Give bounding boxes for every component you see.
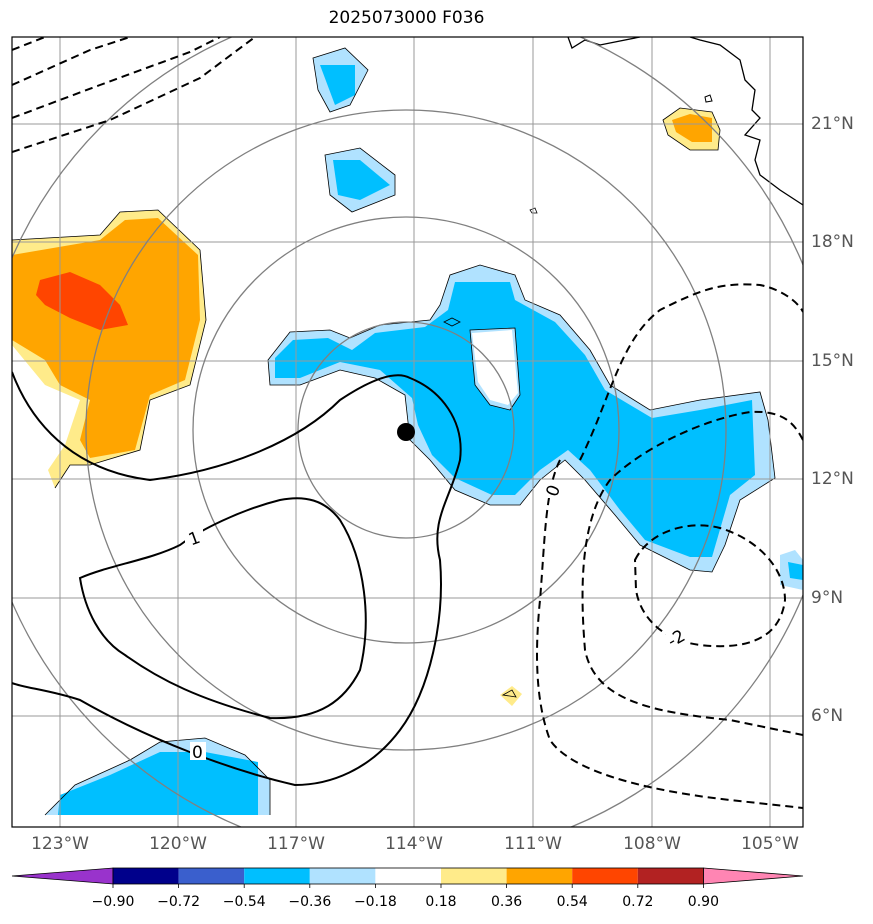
negative-anomaly-east [780, 550, 803, 590]
map-frame [11, 36, 804, 828]
lon-label-108w: 108°W [623, 834, 681, 854]
negative-anomaly-north [313, 48, 395, 212]
contour-label-0-south: 0 [192, 743, 203, 763]
colorbar-bin-6 [441, 868, 507, 884]
lon-label-114w: 114°W [385, 834, 443, 854]
coastline [567, 37, 803, 206]
lon-label-120w: 120°W [149, 834, 207, 854]
storm-center-marker [397, 423, 415, 441]
colorbar-bin-7 [506, 868, 573, 884]
colorbar-under [11, 867, 114, 885]
lon-label-123w: 123°W [31, 834, 89, 854]
colorbar-bin-4 [309, 868, 376, 884]
negative-anomaly-south [45, 738, 270, 815]
range-rings [12, 37, 803, 827]
colorbar-bin-8 [572, 868, 638, 884]
lat-label-12n: 12°N [811, 469, 854, 489]
colorbar-bin-1 [113, 868, 179, 884]
chart-title: 2025073000 F036 [328, 8, 485, 28]
colorbar-tick-label: −0.54 [222, 894, 266, 910]
lat-label-9n: 9°N [811, 588, 844, 608]
colorbar-tick-label: 0.90 [687, 894, 719, 910]
colorbar-tick-label: 0.18 [425, 894, 457, 910]
graticule [12, 37, 803, 827]
lat-label-15n: 15°N [811, 351, 854, 371]
colorbar-tick-label: 0.54 [556, 894, 588, 910]
colorbar-tick-label: −0.36 [288, 894, 332, 910]
lon-label-105w: 105°W [741, 834, 799, 854]
colorbar [11, 867, 804, 888]
colorbar-bin-2 [178, 868, 245, 884]
colorbar-tick-label: −0.72 [157, 894, 201, 910]
colorbar-tick-label: −0.18 [353, 894, 397, 910]
colorbar-bin-3 [244, 868, 310, 884]
lat-label-21n: 21°N [811, 114, 854, 134]
colorbar-tick-label: 0.72 [622, 894, 654, 910]
positive-anomaly-ne [663, 108, 720, 150]
lon-label-111w: 111°W [504, 834, 562, 854]
colorbar-tick-label: 0.36 [491, 894, 523, 910]
colorbar-bin-9 [637, 868, 704, 884]
lat-label-6n: 6°N [811, 706, 844, 726]
colorbar-bin-5 [375, 868, 441, 884]
colorbar-tick-label: −0.90 [91, 894, 135, 910]
negative-anomaly-central [268, 265, 775, 572]
colorbar-over [703, 867, 804, 885]
lat-label-18n: 18°N [811, 232, 854, 252]
lon-label-117w: 117°W [267, 834, 325, 854]
